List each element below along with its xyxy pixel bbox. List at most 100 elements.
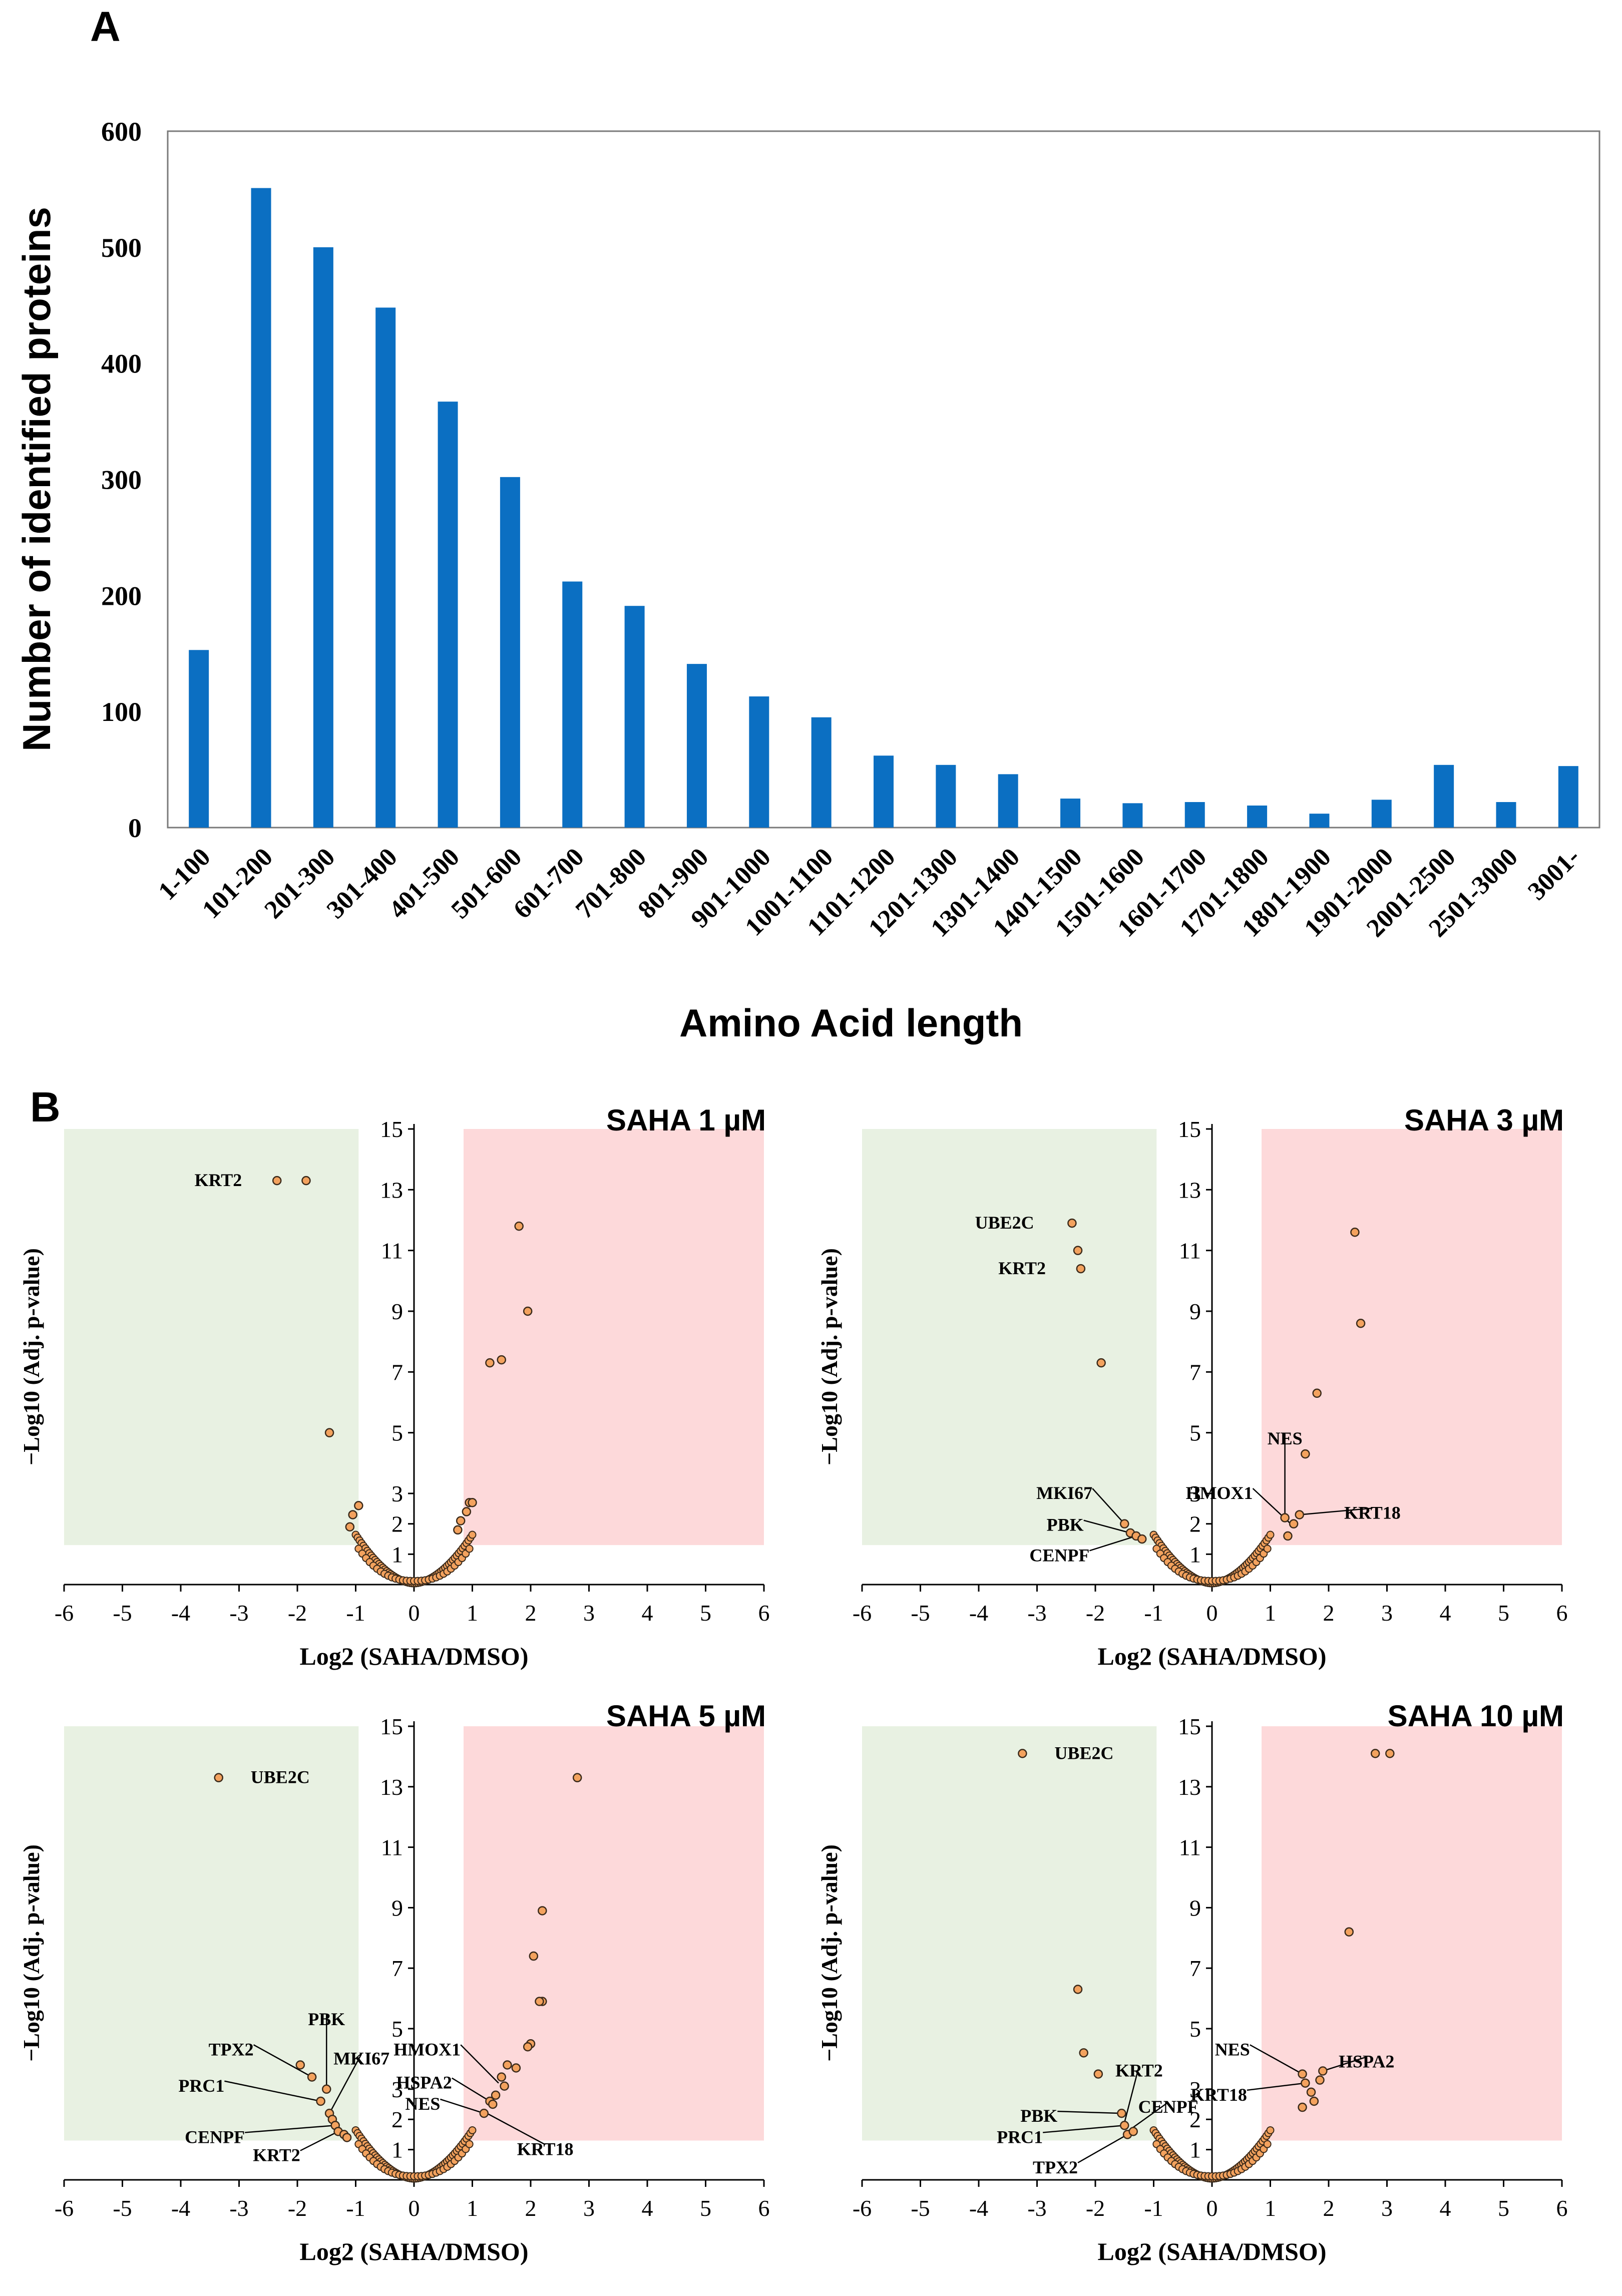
label-leader-line — [1124, 2066, 1140, 2123]
bar-chart-bar — [375, 307, 396, 828]
upregulated-region — [464, 1129, 764, 1546]
label-leader-line — [460, 2044, 499, 2084]
y-tick-label: 9 — [1189, 1299, 1201, 1324]
label-leader-line — [1083, 1519, 1131, 1534]
background-point — [465, 2140, 474, 2148]
protein-label: PBK — [308, 2009, 345, 2029]
significant-point — [1350, 1228, 1360, 1237]
significant-point — [453, 1525, 463, 1535]
significant-point — [1298, 2102, 1307, 2112]
bar-chart-y-tick-label: 200 — [101, 581, 142, 611]
x-tick-label: 4 — [1440, 2195, 1451, 2221]
significant-point — [1073, 1985, 1083, 1994]
significant-point — [322, 2084, 331, 2094]
y-tick-label: 2 — [1189, 1511, 1201, 1537]
x-tick-label: 3 — [1381, 1600, 1393, 1626]
volcano-x-axis-title: Log2 (SAHA/DMSO) — [1098, 1642, 1327, 1670]
background-point — [1263, 2140, 1272, 2148]
x-tick-label: -2 — [288, 1600, 307, 1626]
x-tick-label: 5 — [1498, 1600, 1509, 1626]
protein-label: HSPA2 — [396, 2073, 452, 2093]
x-tick-label: 6 — [758, 1600, 770, 1626]
x-tick-label: -3 — [229, 2195, 248, 2221]
y-tick-label: 2 — [391, 2107, 403, 2132]
bar-chart-bar — [998, 774, 1018, 828]
bar-chart-bar — [500, 477, 520, 828]
x-tick-label: -5 — [113, 2195, 132, 2221]
label-leader-line — [1057, 2110, 1122, 2114]
protein-label: KRT2 — [998, 1258, 1046, 1278]
label-leader-line — [253, 2044, 312, 2078]
y-tick-label: 3 — [391, 2077, 403, 2102]
volcano-plot-saha-1um: -6 -5 -4 -3 -2 -1 0 1 2 3 4 5 6 1 2 3 5 7 9 11 13 15 KRT2 SAHA … — [19, 1103, 770, 1670]
protein-label: KRT2 — [253, 2145, 300, 2165]
background-point — [468, 2126, 477, 2134]
x-tick-label: 5 — [700, 2195, 711, 2221]
bar-chart-bar — [313, 247, 333, 828]
bar-chart-bar — [936, 764, 956, 828]
bar-chart-bar — [251, 188, 271, 828]
protein-label: TPX2 — [1033, 2157, 1078, 2177]
x-tick-label: 0 — [1206, 1600, 1218, 1626]
x-tick-label: -6 — [55, 2195, 74, 2221]
significant-point — [1018, 1749, 1027, 1758]
significant-point — [307, 2072, 317, 2082]
x-tick-label: 1 — [1265, 2195, 1276, 2221]
bar-chart-x-tick-label: 101-200 — [197, 843, 278, 924]
x-tick-label: 2 — [1323, 2195, 1335, 2221]
panel-a-letter: A — [90, 3, 121, 50]
significant-point — [468, 1497, 477, 1507]
x-tick-label: -5 — [911, 2195, 930, 2221]
background-points — [1149, 2126, 1275, 2183]
protein-label: HSPA2 — [1339, 2051, 1394, 2071]
volcano-title: SAHA 5 µM — [606, 1699, 766, 1733]
x-tick-label: -6 — [853, 1600, 872, 1626]
significant-point — [535, 1997, 544, 2006]
bar-chart-bar — [1060, 799, 1081, 828]
protein-label: UBE2C — [1054, 1743, 1113, 1763]
significant-point — [572, 1773, 582, 1782]
bar-chart-bar — [811, 717, 832, 828]
bar-chart-bar — [1122, 803, 1143, 828]
significant-point — [1315, 2075, 1325, 2085]
label-leader-line — [1043, 2125, 1125, 2133]
bar-chart-x-tick-label: 401-500 — [383, 843, 465, 924]
label-leader-line — [1089, 1535, 1136, 1552]
y-tick-label: 7 — [1189, 1359, 1201, 1385]
significant-point — [491, 2090, 501, 2100]
bar-chart-x-tick-label: 301-400 — [321, 843, 403, 924]
x-tick-label: -2 — [1086, 1600, 1105, 1626]
y-tick-label: 5 — [1189, 2016, 1201, 2042]
label-leader-line — [1250, 2044, 1303, 2075]
background-point — [468, 1530, 477, 1539]
x-tick-label: -4 — [969, 1600, 988, 1626]
x-tick-label: 2 — [1323, 1600, 1335, 1626]
background-points — [351, 1530, 477, 1588]
significant-point — [295, 2060, 305, 2070]
significant-point — [1356, 1319, 1366, 1328]
x-tick-label: 6 — [1556, 2195, 1568, 2221]
bar-chart-bar — [1309, 814, 1330, 828]
y-tick-label: 11 — [381, 1835, 403, 1860]
label-leader-line — [328, 2053, 362, 2114]
protein-label: NES — [1215, 2039, 1250, 2059]
bar-chart-x-axis-title: Amino Acid length — [679, 1001, 1023, 1045]
bar-chart-bar — [1371, 800, 1392, 828]
x-tick-label: 0 — [409, 2195, 420, 2221]
significant-point — [514, 1221, 524, 1231]
y-tick-label: 2 — [391, 1511, 403, 1537]
upregulated-region — [1262, 1129, 1562, 1546]
y-tick-label: 11 — [1179, 1238, 1201, 1264]
y-tick-label: 7 — [391, 1956, 403, 1981]
volcano-x-axis-title: Log2 (SAHA/DMSO) — [300, 1642, 529, 1670]
significant-point — [456, 1516, 466, 1525]
significant-point — [324, 1428, 334, 1437]
significant-point — [511, 2063, 521, 2073]
significant-point — [345, 1522, 355, 1532]
x-tick-label: -4 — [171, 2195, 190, 2221]
significant-point — [342, 2133, 352, 2142]
y-tick-label: 7 — [1189, 1956, 1201, 1981]
bar-chart-x-tick-label: 601-700 — [508, 843, 590, 924]
protein-label: HMOX1 — [1186, 1483, 1253, 1503]
volcano-x-axis-title: Log2 (SAHA/DMSO) — [1098, 2237, 1327, 2265]
